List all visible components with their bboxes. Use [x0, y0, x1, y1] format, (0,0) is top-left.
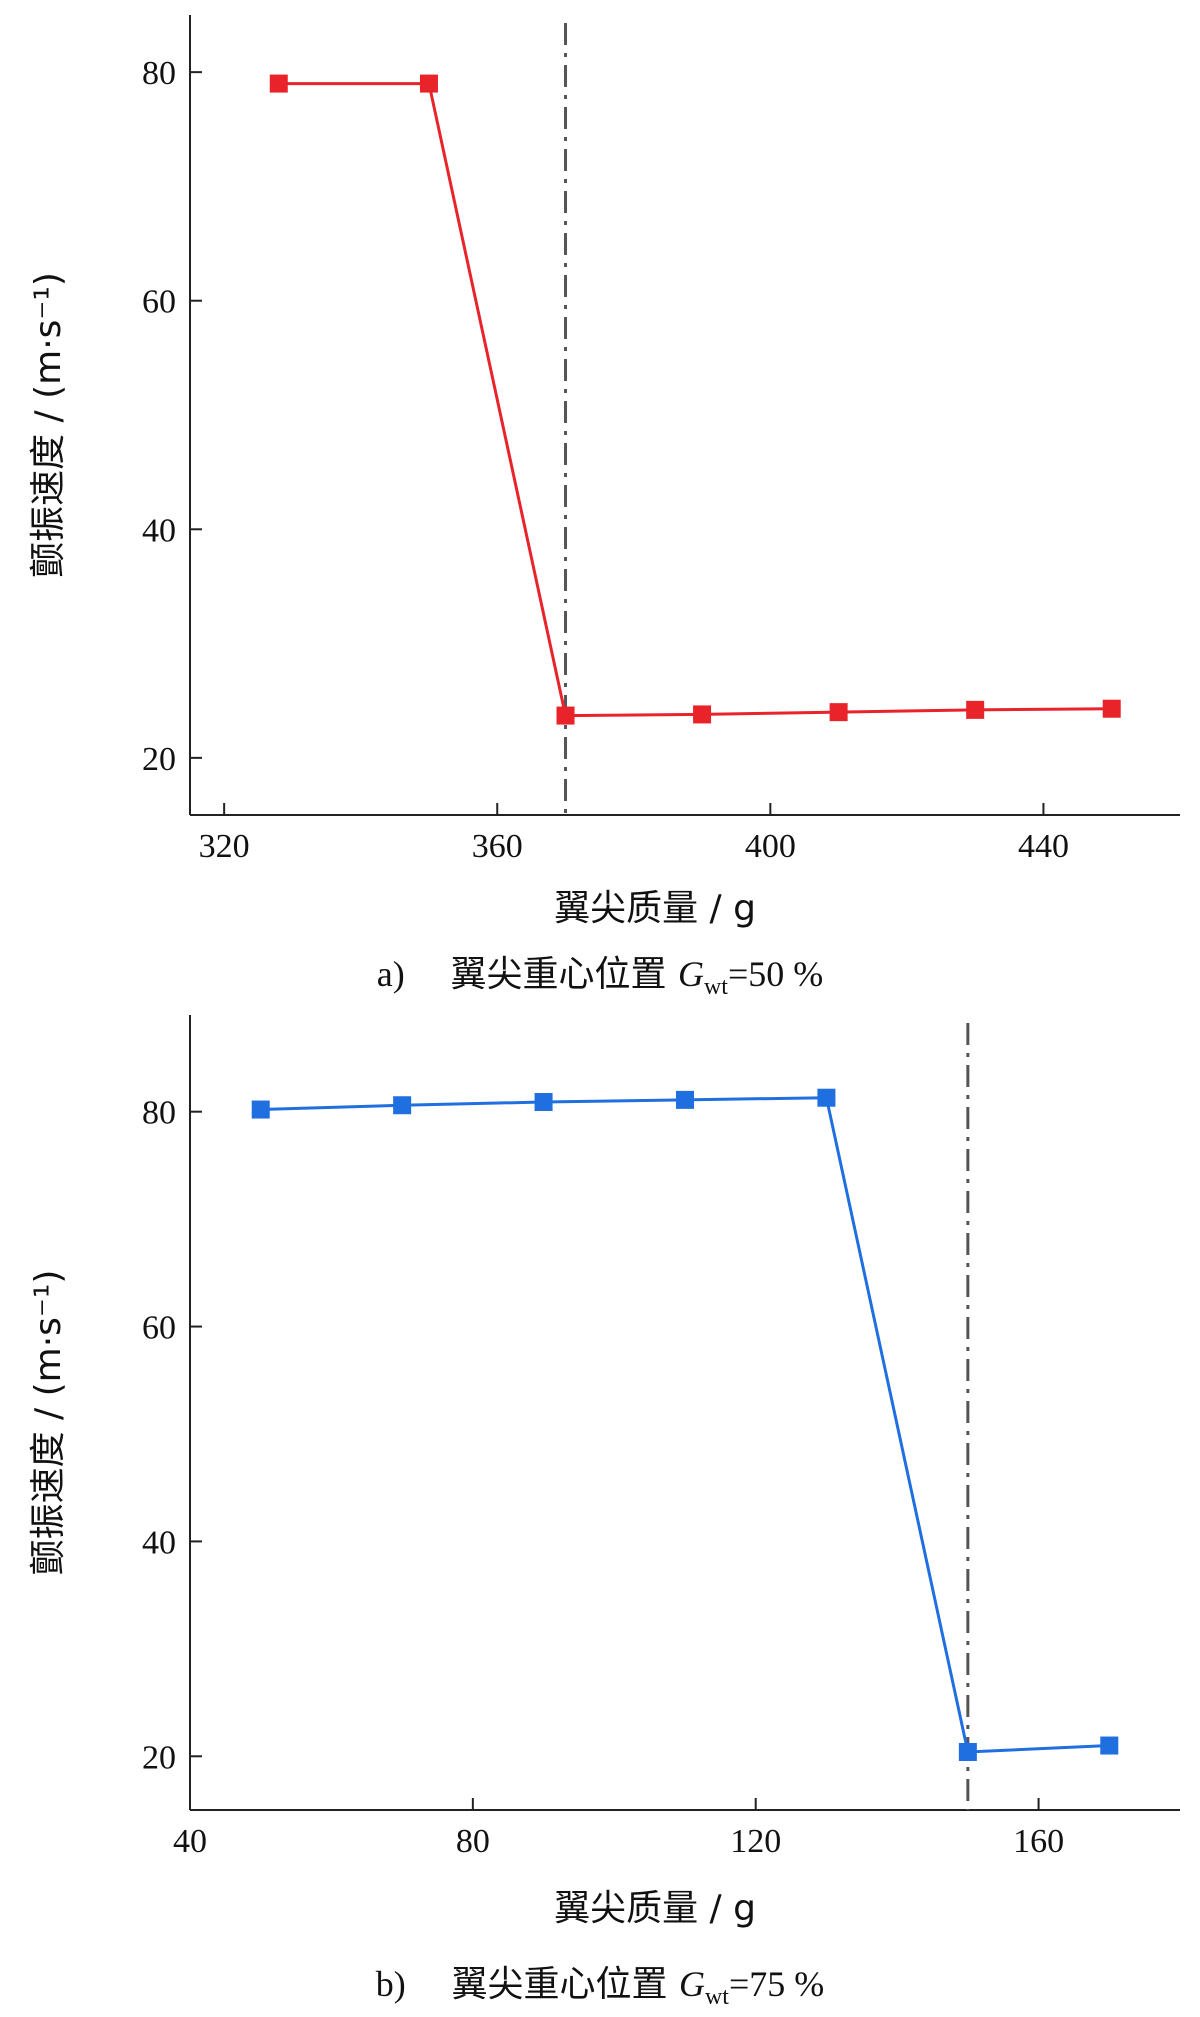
chart-b-x-tick-label: 40	[173, 1823, 207, 1860]
chart-a-x-tick-label: 440	[1018, 828, 1069, 865]
chart-b-data-point	[393, 1096, 412, 1115]
chart-a-data-point	[419, 74, 438, 93]
chart-a-y-tick-label: 80	[142, 55, 176, 92]
caption-a-text: 翼尖重心位置	[450, 954, 667, 995]
chart-a-y-tick-label: 60	[142, 284, 176, 321]
chart-a-y-tick-label: 20	[142, 741, 176, 778]
chart-b-data-point	[817, 1088, 836, 1107]
chart-a-y-axis-title: 颤振速度 / (m·s⁻¹)	[28, 272, 69, 578]
chart-panel-b: 40 80 120 160 20 40 60 80 翼尖质量 / g 颤振速度 / (m·s⁻¹)…	[0, 1005, 1200, 2017]
chart-b-axes	[189, 1015, 1180, 1811]
chart-a: 320 360 400 440 20 40 60 80 翼尖质量 / g 颤振速度 / (m·s⁻…	[28, 15, 1180, 929]
caption-b: b) 翼尖重心位置 Gwt=75 %	[0, 1955, 1200, 2011]
chart-b-y-tick-label: 20	[142, 1739, 176, 1776]
chart-b-x-tick-label: 120	[730, 1823, 781, 1860]
caption-b-value: =75 %	[728, 1964, 825, 2004]
chart-a-x-axis-title: 翼尖质量 / g	[554, 888, 756, 929]
chart-a-data-point	[829, 703, 848, 722]
caption-a: a) 翼尖重心位置 Gwt=50 %	[0, 945, 1200, 1001]
chart-b-data-point	[251, 1100, 270, 1119]
caption-a-letter: a)	[376, 954, 405, 994]
chart-b-data-point	[676, 1090, 694, 1109]
chart-a-data-point	[556, 706, 575, 725]
chart-a-data-point	[1102, 699, 1121, 718]
caption-b-sub: wt	[704, 1984, 729, 2011]
caption-a-sub: wt	[703, 974, 728, 1001]
caption-a-var: G	[677, 954, 704, 994]
chart-a-series-line	[278, 82, 1112, 718]
chart-b-y-tick-label: 80	[142, 1095, 176, 1132]
chart-a-data-point	[966, 700, 985, 719]
chart-b-data-point	[1100, 1736, 1119, 1755]
chart-a-x-tick-label: 400	[745, 828, 796, 865]
chart-b-y-axis-title: 颤振速度 / (m·s⁻¹)	[28, 1270, 69, 1576]
chart-a-data-point	[269, 74, 288, 93]
chart-a-x-tick-label: 360	[472, 828, 523, 865]
chart-a-axes	[189, 15, 1180, 816]
chart-a-y-tick-label: 40	[142, 512, 176, 549]
chart-panel-a: 320 360 400 440 20 40 60 80 翼尖质量 / g 颤振速度 / (m·s⁻…	[0, 0, 1200, 1005]
chart-a-x-tick-label: 320	[199, 828, 250, 865]
caption-b-var: G	[678, 1964, 705, 2004]
chart-b-y-tick-label: 40	[142, 1524, 176, 1561]
caption-a-value: =50 %	[727, 954, 824, 994]
chart-b-x-tick-label: 80	[456, 1823, 490, 1860]
caption-b-text: 翼尖重心位置	[451, 1964, 668, 2005]
chart-b-series-line	[260, 1096, 1110, 1754]
chart-b-data-point	[958, 1742, 977, 1761]
chart-b: 40 80 120 160 20 40 60 80 翼尖质量 / g 颤振速度 / (m·s⁻¹)	[28, 1015, 1180, 1929]
chart-b-data-point	[534, 1093, 553, 1112]
caption-b-letter: b)	[375, 1964, 406, 2004]
chart-b-x-axis-title: 翼尖质量 / g	[554, 1888, 756, 1929]
chart-a-data-point	[693, 705, 712, 724]
chart-b-x-tick-label: 160	[1013, 1823, 1064, 1860]
chart-b-y-tick-label: 60	[142, 1310, 176, 1347]
